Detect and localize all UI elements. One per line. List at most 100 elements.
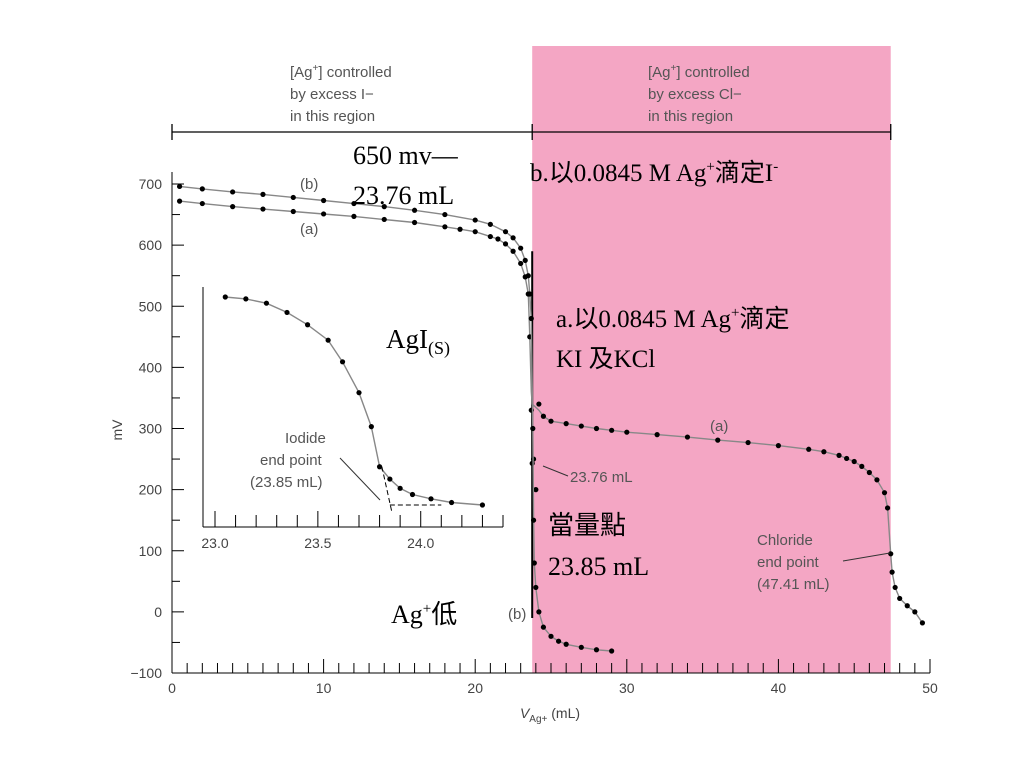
series-a-point-16 bbox=[518, 260, 524, 267]
inset-point-9 bbox=[376, 464, 383, 470]
y-tick-label-3: 200 bbox=[139, 482, 163, 498]
overlay-650mv: 650 mv— bbox=[353, 141, 459, 170]
inset-point-12 bbox=[409, 491, 416, 498]
inset-x-tick-label-23.0: 23.0 bbox=[201, 535, 228, 551]
x-tick-label-30: 30 bbox=[619, 680, 635, 696]
iodide-end-label-line3: (23.85 mL) bbox=[250, 474, 323, 491]
series-a-point-4 bbox=[290, 208, 296, 215]
series-b-point-24 bbox=[540, 624, 547, 630]
series-a-point-51 bbox=[904, 603, 910, 609]
inset-x-tick-label-23.5: 23.5 bbox=[304, 535, 331, 551]
series-a-point-9 bbox=[442, 224, 448, 230]
series-b-point-27 bbox=[563, 641, 569, 647]
iodide-end-label-line1: Iodide bbox=[285, 430, 326, 447]
x-axis-label-sub: Ag+ bbox=[529, 714, 547, 725]
inset-point-4 bbox=[304, 322, 311, 328]
series-a-point-13 bbox=[495, 236, 501, 242]
iodide-end-leader bbox=[339, 457, 381, 501]
series-a-point-39 bbox=[836, 452, 842, 458]
series-b-point-20 bbox=[530, 517, 537, 523]
series-a-point-34 bbox=[715, 437, 721, 443]
series-a-point-48 bbox=[889, 569, 895, 575]
series-a-point-14 bbox=[502, 241, 509, 247]
series-a-point-0 bbox=[176, 198, 183, 204]
series-a-point-53 bbox=[919, 620, 926, 626]
x-axis-ticks: 0 10 20 30 40 50 bbox=[168, 659, 938, 696]
series-b-top-label: (b) bbox=[300, 176, 318, 193]
inset-curve bbox=[225, 296, 483, 506]
inset-point-3 bbox=[284, 309, 290, 316]
inset-point-6 bbox=[339, 359, 346, 365]
chloride-region-label-line1: [Ag+] controlled bbox=[648, 63, 750, 81]
series-a-point-29 bbox=[593, 425, 600, 432]
series-a-point-47 bbox=[888, 551, 894, 557]
inset-point-8 bbox=[368, 424, 374, 430]
series-a-point-33 bbox=[684, 434, 691, 440]
x-axis-label-unit: (mL) bbox=[547, 705, 580, 721]
y-tick-label-6: 500 bbox=[139, 298, 163, 314]
x-tick-label-10: 10 bbox=[316, 680, 332, 696]
overlay-title-a-line2: KI 及KCl bbox=[556, 346, 655, 373]
series-a-point-28 bbox=[578, 423, 584, 429]
inset-x-tick-label-24.0: 24.0 bbox=[407, 535, 434, 551]
inset-point-0 bbox=[222, 294, 228, 300]
series-a-point-7 bbox=[381, 216, 387, 223]
x-axis-label-v: V bbox=[520, 705, 531, 721]
series-layer bbox=[176, 183, 926, 654]
series-b-point-26 bbox=[555, 638, 562, 644]
series-a-top-label: (a) bbox=[300, 221, 318, 238]
inset-point-7 bbox=[356, 390, 362, 396]
inset-point-5 bbox=[325, 337, 331, 343]
overlay-title-b: b.以0.0845 M Ag+滴定I- bbox=[530, 159, 778, 187]
series-a-point-52 bbox=[912, 609, 918, 615]
inset-point-2 bbox=[263, 300, 270, 306]
series-a-point-46 bbox=[884, 505, 891, 511]
series-b-point-25 bbox=[548, 633, 554, 639]
iodide-end-label-line2: end point bbox=[260, 452, 323, 469]
series-a-point-25 bbox=[540, 413, 547, 419]
series-a-point-8 bbox=[411, 219, 418, 226]
series-line-a bbox=[179, 200, 923, 624]
series-b-point-11 bbox=[487, 221, 493, 227]
inset-point-10 bbox=[387, 476, 393, 482]
series-b-point-23 bbox=[536, 609, 542, 615]
series-b-point-6 bbox=[351, 200, 357, 207]
series-a-point-44 bbox=[874, 477, 880, 483]
overlay-agi: AgI(S) bbox=[386, 324, 450, 359]
series-b-point-14 bbox=[518, 245, 524, 251]
series-b-point-13 bbox=[510, 235, 516, 241]
overlay-equivalence-value: 23.85 mL bbox=[548, 552, 649, 581]
series-a-point-37 bbox=[806, 446, 812, 452]
series-b-point-0 bbox=[176, 183, 183, 190]
series-b-point-2 bbox=[230, 189, 236, 195]
iodide-region-label-line1: [Ag+] controlled bbox=[290, 63, 392, 81]
marker-2376-leader bbox=[542, 465, 569, 477]
inset-point-1 bbox=[243, 296, 249, 302]
marker-2376-label: 23.76 mL bbox=[570, 469, 633, 486]
series-a-point-35 bbox=[745, 439, 751, 446]
inset-plot: 23.0 23.5 24.0 bbox=[201, 287, 504, 551]
series-b-point-5 bbox=[321, 197, 327, 204]
iodide-region-label-line3: in this region bbox=[290, 108, 375, 125]
series-b-point-21 bbox=[531, 560, 537, 566]
region-bracket bbox=[171, 124, 892, 140]
inset-point-14 bbox=[448, 499, 455, 506]
x-tick-label-40: 40 bbox=[771, 680, 787, 696]
inset-point-13 bbox=[428, 496, 434, 502]
series-b-point-17 bbox=[527, 291, 533, 297]
series-b-point-4 bbox=[290, 194, 296, 201]
series-a-point-12 bbox=[487, 233, 493, 240]
series-a-point-3 bbox=[260, 206, 266, 212]
y-axis-ticks: −100 0 100 200 300 400 500 600 700 bbox=[130, 176, 184, 681]
series-a-point-36 bbox=[775, 443, 782, 449]
series-b-point-15 bbox=[522, 257, 528, 264]
series-a-point-45 bbox=[881, 490, 888, 496]
series-b-bottom-label: (b) bbox=[508, 606, 526, 623]
chloride-region-background bbox=[532, 46, 891, 673]
series-a-point-1 bbox=[199, 200, 205, 207]
series-a-point-41 bbox=[851, 458, 857, 465]
series-a-point-2 bbox=[230, 204, 236, 210]
y-tick-label-8: 700 bbox=[139, 176, 163, 192]
series-a-right-label: (a) bbox=[710, 418, 728, 435]
series-a-point-6 bbox=[351, 213, 357, 219]
